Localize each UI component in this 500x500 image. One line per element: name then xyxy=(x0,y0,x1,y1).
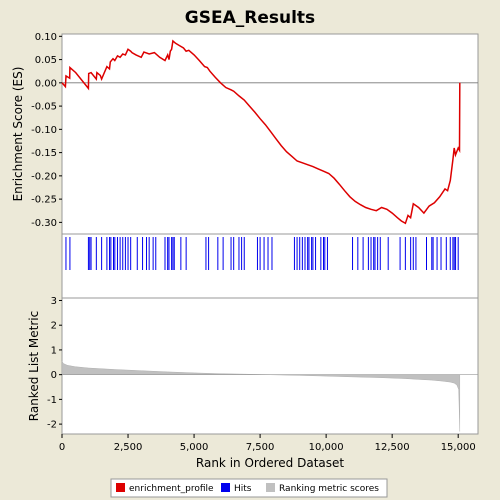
legend-label-ranking-metric: Ranking metric scores xyxy=(279,484,379,494)
es-axis-label: Enrichment Score (ES) xyxy=(11,67,25,202)
xtick-label: 15,000 xyxy=(441,442,476,453)
es-ytick-label: -0.10 xyxy=(31,125,57,136)
es-ytick-label: -0.05 xyxy=(31,102,57,113)
es-ytick-label: 0.10 xyxy=(35,32,57,43)
metric-ytick-label: 1 xyxy=(51,345,57,356)
metric-ytick-label: 0 xyxy=(51,370,57,381)
es-ytick-label: -0.20 xyxy=(31,171,57,182)
enrichment-profile-line xyxy=(61,39,461,225)
es-ytick-label: -0.30 xyxy=(31,218,57,229)
chart-title: GSEA_Results xyxy=(185,8,315,28)
es-ytick-label: -0.25 xyxy=(31,195,57,206)
legend-swatch-hits xyxy=(221,483,230,492)
xtick-label: 2,500 xyxy=(114,442,143,453)
metric-ytick-label: 3 xyxy=(51,296,57,307)
enrichment-panel: 0.10 0.05 0.00 -0.05 -0.10 -0.15 -0.20 -0.25 -0.… xyxy=(11,32,479,235)
xtick-label: 5,000 xyxy=(180,442,209,453)
legend-swatch-enrichment-profile xyxy=(116,483,125,492)
legend-label-hits: Hits xyxy=(234,484,252,494)
legend: enrichment_profile Hits Ranking metric s… xyxy=(110,478,388,498)
metric-plot-area xyxy=(61,297,479,435)
xtick-label: 12,500 xyxy=(375,442,410,453)
metric-axis-label: Ranked List Metric xyxy=(27,311,41,421)
hits-plot-area xyxy=(61,233,479,299)
x-axis-label: Rank in Ordered Dataset xyxy=(196,456,344,470)
xtick-label: 10,000 xyxy=(309,442,344,453)
metric-ytick-label: 2 xyxy=(51,321,57,332)
xtick-label: 0 xyxy=(59,442,65,453)
metric-panel: 3 2 1 0 -1 -2 Ranked List Metric xyxy=(27,296,479,435)
ranking-metric-area xyxy=(61,360,461,432)
enrichment-plot-area xyxy=(61,33,479,235)
legend-box xyxy=(110,478,388,498)
metric-ytick-label: -1 xyxy=(47,395,57,406)
xtick-label: 7,500 xyxy=(246,442,275,453)
es-ytick-label: 0.00 xyxy=(35,78,57,89)
legend-label-enrichment-profile: enrichment_profile xyxy=(129,484,214,494)
hits-panel xyxy=(61,233,479,299)
legend-swatch-ranking-metric xyxy=(266,483,275,492)
metric-ytick-label: -2 xyxy=(47,420,57,431)
es-ytick-label: -0.15 xyxy=(31,148,57,159)
es-ytick-label: 0.05 xyxy=(35,55,57,66)
